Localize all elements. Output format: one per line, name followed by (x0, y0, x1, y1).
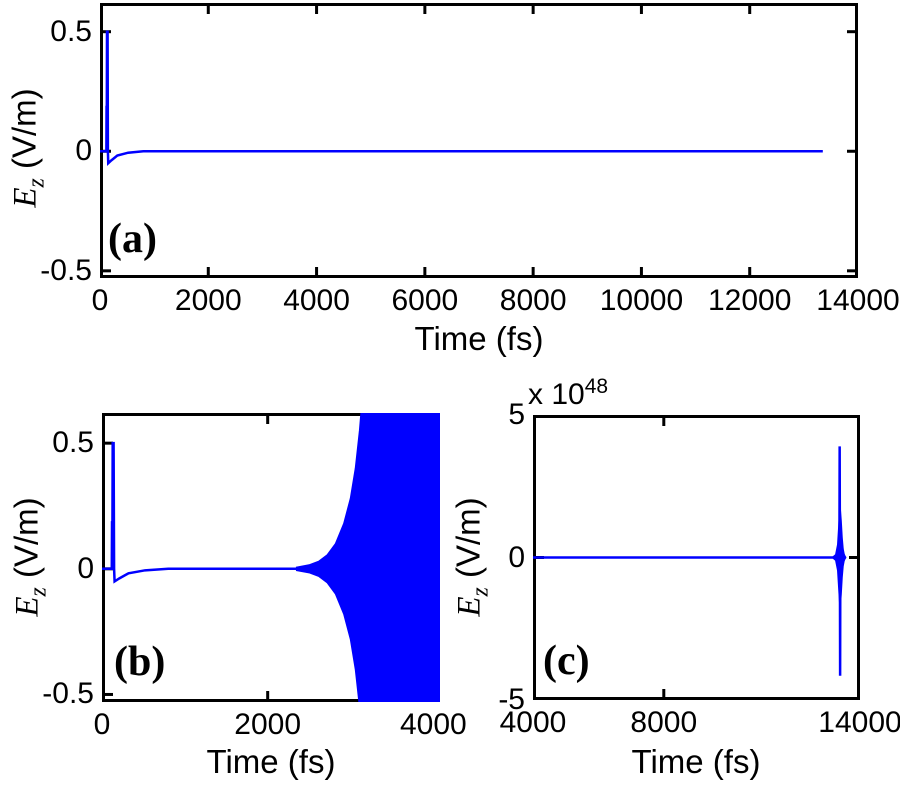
subplot-a-plot-area: (a) (100, 3, 858, 278)
x-tick-label: 14000 (818, 706, 900, 739)
x-tick-label: 6000 (391, 284, 459, 317)
subplot-c-annotation: (c) (543, 638, 590, 684)
x-tick-label: 0 (93, 708, 111, 741)
ylabel-subscript: z (466, 587, 493, 597)
subplot-c-ylabel: Ez (V/m) (449, 497, 493, 617)
waveform-line (838, 446, 842, 676)
exponent-prefix: x 10 (528, 378, 585, 411)
y-tick-label: 5 (508, 398, 525, 431)
y-tick-label: 0.5 (50, 14, 92, 48)
y-tick-label: -5 (498, 683, 525, 716)
ylabel-subscript: z (22, 178, 49, 188)
subplot-c-xlabel: Time (fs) (631, 743, 761, 780)
plot-canvas-c (533, 415, 860, 700)
y-tick-label: 0.5 (52, 426, 94, 460)
x-tick-label: 8000 (499, 284, 567, 317)
ylabel-subscript: z (24, 587, 51, 597)
y-tick-label: 0 (508, 540, 525, 574)
subplot-a: (a) Time (fs) Ez (V/m) 0 2000 4000 6000 8000… (0, 0, 900, 385)
plot-canvas-b (102, 413, 440, 702)
x-tick-label: 2000 (234, 708, 302, 741)
ylabel-variable: E (7, 187, 44, 208)
subplot-a-ylabel: Ez (V/m) (5, 88, 49, 208)
waveform-line (100, 30, 823, 166)
y-tick-label: 0 (77, 551, 94, 585)
ylabel-unit: (V/m) (449, 497, 487, 588)
plot-canvas-a (100, 3, 858, 278)
oscillation-envelope (295, 413, 440, 702)
x-tick-label: 4000 (283, 284, 350, 317)
subplot-b-xlabel: Time (fs) (206, 743, 336, 780)
subplot-b-plot-area: (b) (102, 413, 440, 702)
x-tick-label: 4000 (499, 706, 567, 739)
x-tick-label: 0 (91, 284, 109, 317)
subplot-c-y-axis-exponent: x 1048 (528, 376, 608, 410)
x-tick-label: 2000 (174, 284, 242, 317)
subplot-a-xlabel: Time (fs) (414, 320, 544, 357)
x-tick-label: 12000 (707, 284, 792, 317)
x-tick-label: 14000 (816, 284, 900, 317)
ylabel-unit: (V/m) (7, 497, 45, 588)
waveform-line (102, 441, 297, 584)
axes-frame-a (100, 3, 858, 278)
x-tick-label: 8000 (630, 706, 698, 739)
subplot-b-annotation: (b) (114, 639, 166, 685)
y-tick-label: -0.5 (42, 677, 94, 711)
subplot-b-ylabel: Ez (V/m) (7, 497, 51, 617)
x-tick-label: 4000 (399, 708, 467, 741)
y-tick-label: -0.5 (40, 253, 92, 287)
subplot-c: (c) x 1048 Time (fs) Ez (V/m) 4000 8000 14… (440, 370, 900, 800)
subplot-b: (b) Time (fs) Ez (V/m) 0 2000 4000 0.5 0 -0.5 (0, 385, 470, 800)
exponent-value: 48 (584, 375, 609, 398)
subplot-c-plot-area: (c) (533, 415, 860, 700)
subplot-a-annotation: (a) (108, 216, 157, 262)
ylabel-unit: (V/m) (5, 88, 43, 179)
ylabel-variable: E (451, 596, 488, 617)
x-tick-label: 10000 (599, 284, 684, 317)
y-tick-label: 0 (75, 134, 92, 168)
ylabel-variable: E (9, 596, 46, 617)
